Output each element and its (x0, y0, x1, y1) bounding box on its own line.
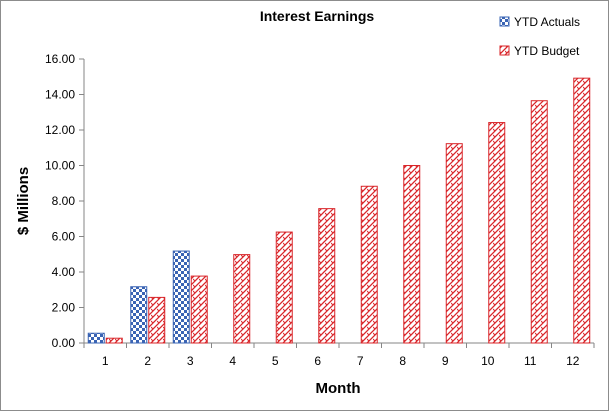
y-tick-label: 12.00 (45, 123, 75, 137)
x-tick-label: 4 (229, 354, 236, 368)
y-tick-label: 16.00 (45, 52, 75, 66)
bar-ytd-budget (275, 231, 293, 344)
legend-item-budget: YTD Budget (499, 44, 580, 58)
x-tick-label: 7 (357, 354, 364, 368)
y-tick-label: 0.00 (52, 336, 76, 350)
x-tick-label: 10 (481, 354, 495, 368)
x-tick-label: 11 (524, 354, 537, 368)
x-axis-label: Month (316, 380, 361, 397)
y-tick-label: 4.00 (52, 265, 76, 279)
y-axis: 0.00 2.00 4.00 6.00 8.00 10.00 12.00 14.00 16.00 (45, 52, 85, 350)
x-tick-label: 8 (399, 354, 406, 368)
bar-ytd-budget (488, 122, 506, 344)
bar-ytd-actuals (172, 250, 190, 344)
bar-ytd-budget (233, 254, 251, 344)
bar-ytd-budget (360, 185, 378, 344)
y-tick-label: 10.00 (45, 159, 75, 173)
bar-ytd-budget (403, 165, 421, 344)
bar-ytd-actuals (130, 286, 148, 344)
legend-label-actuals: YTD Actuals (514, 15, 580, 29)
legend-swatch-actuals (499, 16, 510, 27)
x-tick-label: 6 (314, 354, 321, 368)
x-tick-label: 9 (442, 354, 449, 368)
x-tick-label: 12 (566, 354, 580, 368)
x-axis: 1 2 3 4 5 6 7 8 9 10 11 12 (83, 342, 595, 368)
x-tick-label: 3 (187, 354, 194, 368)
legend: YTD Actuals YTD Budget (499, 15, 580, 58)
bar-ytd-budget (318, 208, 336, 344)
y-tick-label: 14.00 (45, 88, 75, 102)
bar-ytd-actuals (87, 332, 105, 344)
bar-ytd-budget (148, 296, 166, 344)
x-tick-label: 2 (144, 354, 151, 368)
bar-ytd-budget (573, 77, 591, 344)
chart-title: Interest Earnings (260, 8, 375, 24)
legend-item-actuals: YTD Actuals (499, 15, 580, 29)
bar-ytd-budget (105, 337, 123, 344)
x-tick-label: 5 (272, 354, 279, 368)
y-tick-label: 8.00 (52, 194, 76, 208)
y-axis-label: $ Millions (15, 167, 32, 235)
y-tick-label: 2.00 (52, 301, 76, 315)
bar-ytd-budget (445, 143, 463, 344)
bar-ytd-budget (190, 275, 208, 344)
x-tick-label: 1 (102, 354, 109, 368)
bars (87, 77, 591, 344)
bar-ytd-budget (530, 100, 548, 344)
legend-label-budget: YTD Budget (514, 44, 580, 58)
y-tick-label: 6.00 (52, 230, 76, 244)
legend-swatch-budget (499, 45, 510, 56)
